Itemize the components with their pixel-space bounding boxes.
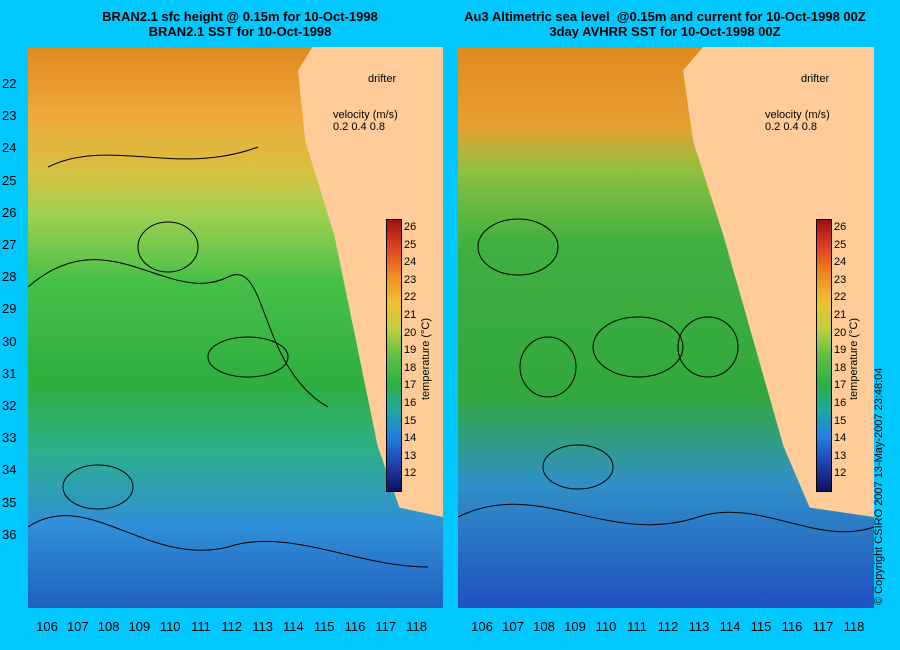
colorbar-tick-label: 20 bbox=[834, 326, 847, 339]
lon-tick-label: 118 bbox=[406, 619, 427, 634]
lat-tick-label: 26 bbox=[2, 204, 17, 220]
lat-tick-label: 35 bbox=[2, 494, 17, 510]
lon-tick-label: 112 bbox=[221, 619, 243, 634]
lon-tick-label: 110 bbox=[159, 619, 181, 634]
left-colorbar-title: temperature (°C) bbox=[420, 317, 432, 400]
right-title-line1: Au3 Altimetric sea level @0.15m and curr… bbox=[464, 9, 866, 24]
lat-tick-label: 30 bbox=[2, 333, 17, 349]
lon-tick-label: 107 bbox=[66, 619, 89, 634]
colorbar-tick-label: 14 bbox=[834, 432, 847, 445]
left-velocity-label: velocity (m/s) bbox=[333, 109, 398, 121]
right-velocity-label: velocity (m/s) bbox=[765, 109, 830, 121]
colorbar-tick-label: 16 bbox=[834, 397, 847, 409]
lon-tick-label: 106 bbox=[36, 619, 58, 634]
colorbar-tick-label: 15 bbox=[404, 414, 417, 427]
colorbar-tick-label: 21 bbox=[404, 309, 417, 321]
colorbar-tick-label: 20 bbox=[404, 326, 417, 339]
colorbar-tick-label: 12 bbox=[834, 467, 847, 480]
lon-tick-label: 112 bbox=[657, 619, 679, 634]
lon-tick-label: 114 bbox=[719, 619, 741, 634]
lon-tick-label: 113 bbox=[688, 619, 710, 634]
left-velocity-scale: 0.2 0.4 0.8 bbox=[333, 121, 385, 133]
copyright-notice: © Copyright CSIRO 2007 13-May-2007 23:48… bbox=[873, 367, 885, 605]
right-velocity-scale: 0.2 0.4 0.8 bbox=[765, 121, 817, 133]
colorbar-tick-label: 17 bbox=[834, 379, 847, 392]
colorbar-tick-label: 23 bbox=[834, 273, 847, 286]
left-colorbar bbox=[386, 219, 402, 492]
colorbar-tick-label: 15 bbox=[834, 414, 847, 427]
lat-tick-label: 29 bbox=[2, 301, 17, 317]
colorbar-tick-label: 22 bbox=[834, 291, 847, 304]
lat-tick-label: 33 bbox=[2, 430, 17, 446]
colorbar-tick-label: 19 bbox=[834, 344, 847, 357]
colorbar-tick-label: 16 bbox=[404, 397, 417, 409]
left-drifter-label: drifter bbox=[368, 73, 397, 85]
colorbar-tick-label: 13 bbox=[404, 449, 417, 462]
lon-tick-label: 106 bbox=[471, 619, 493, 634]
colorbar-tick-label: 18 bbox=[404, 361, 417, 374]
left-map-title: BRAN2.1 sfc height @ 0.15m for 10-Oct-19… bbox=[60, 9, 420, 39]
lat-tick-label: 24 bbox=[2, 140, 17, 156]
colorbar-tick-label: 14 bbox=[404, 432, 417, 445]
right-map-title: Au3 Altimetric sea level @0.15m and curr… bbox=[430, 9, 900, 39]
lon-tick-label: 114 bbox=[283, 619, 304, 634]
lat-tick-label: 28 bbox=[2, 269, 17, 285]
lat-tick-label: 27 bbox=[2, 237, 17, 252]
lon-tick-label: 111 bbox=[191, 619, 211, 634]
right-colorbar bbox=[816, 219, 832, 492]
colorbar-tick-label: 22 bbox=[404, 291, 417, 304]
colorbar-tick-label: 24 bbox=[834, 256, 847, 269]
right-drifter-label: drifter bbox=[801, 73, 830, 85]
colorbar-tick-label: 17 bbox=[404, 379, 417, 392]
lon-tick-label: 116 bbox=[344, 619, 366, 634]
lon-tick-label: 117 bbox=[812, 619, 834, 634]
lat-tick-label: 31 bbox=[2, 365, 17, 381]
colorbar-tick-label: 25 bbox=[834, 238, 847, 251]
lon-tick-label: 117 bbox=[375, 619, 397, 634]
colorbar-tick-label: 25 bbox=[404, 238, 417, 251]
lat-tick-label: 36 bbox=[2, 526, 17, 542]
left-title-line2: BRAN2.1 SST for 10-Oct-1998 bbox=[148, 24, 332, 39]
lon-tick-label: 115 bbox=[313, 619, 335, 634]
left-title-line1: BRAN2.1 sfc height @ 0.15m for 10-Oct-19… bbox=[102, 9, 378, 24]
lat-tick-label: 22 bbox=[2, 76, 17, 91]
colorbar-tick-label: 26 bbox=[834, 221, 847, 233]
lat-tick-label: 32 bbox=[2, 398, 17, 413]
lon-tick-label: 113 bbox=[252, 619, 273, 634]
lon-tick-label: 109 bbox=[564, 619, 586, 634]
lat-tick-label: 34 bbox=[2, 462, 17, 478]
lon-tick-label: 115 bbox=[750, 619, 772, 634]
colorbar-tick-label: 18 bbox=[834, 361, 847, 374]
lon-tick-label: 108 bbox=[533, 619, 555, 634]
colorbar-tick-label: 19 bbox=[404, 344, 417, 357]
colorbar-tick-label: 23 bbox=[404, 273, 417, 286]
lon-tick-label: 110 bbox=[595, 619, 617, 634]
colorbar-tick-label: 26 bbox=[404, 221, 417, 233]
lon-tick-label: 108 bbox=[97, 619, 120, 634]
colorbar-tick-label: 12 bbox=[404, 467, 417, 480]
colorbar-tick-label: 24 bbox=[404, 256, 417, 269]
lon-tick-label: 107 bbox=[502, 619, 524, 634]
right-colorbar-title: temperature (°C) bbox=[848, 317, 860, 400]
left-sst-map: drifter velocity (m/s) 0.2 0.4 0.8 bbox=[28, 47, 443, 608]
lon-tick-label: 118 bbox=[843, 619, 865, 634]
lat-tick-label: 23 bbox=[2, 108, 17, 124]
lon-tick-label: 109 bbox=[128, 619, 151, 634]
lon-tick-label: 116 bbox=[781, 619, 803, 634]
colorbar-tick-label: 13 bbox=[834, 449, 847, 462]
lon-tick-label: 111 bbox=[627, 619, 647, 634]
right-title-line2: 3day AVHRR SST for 10-Oct-1998 00Z bbox=[549, 24, 781, 39]
right-sst-map: drifter velocity (m/s) 0.2 0.4 0.8 bbox=[458, 47, 874, 608]
lat-tick-label: 25 bbox=[2, 172, 17, 188]
colorbar-tick-label: 21 bbox=[834, 309, 847, 321]
